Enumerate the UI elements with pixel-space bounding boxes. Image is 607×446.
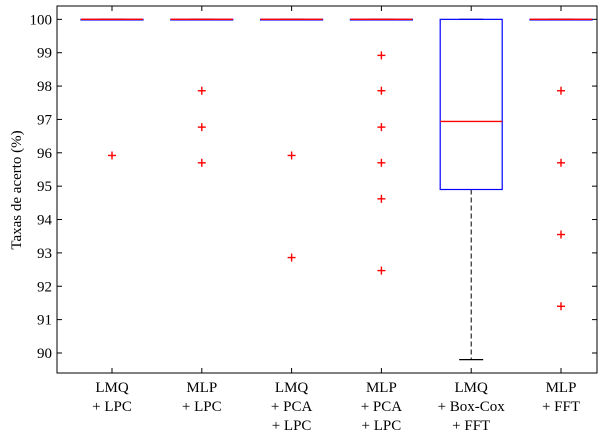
outlier-point [287,253,296,262]
category-label: LMQ [95,380,129,396]
x-axis [111,6,562,373]
outlier-point [197,86,206,95]
outlier-point [557,158,565,167]
outlier-point [377,86,386,95]
category-label: MLP [186,380,217,396]
y-tick-label: 91 [37,313,52,329]
category-label: LMQ [275,380,309,396]
box-group [349,18,413,275]
outlier-point [197,123,206,132]
category-label: + Box-Cox [438,399,506,415]
outlier-point [557,230,565,239]
category-label: MLP [366,380,397,396]
box-series [80,18,593,361]
outlier-point [377,266,386,275]
y-tick-label: 95 [37,179,52,195]
y-tick-label: 94 [37,213,53,229]
box-group [260,18,324,262]
y-tick-label: 97 [37,112,53,128]
y-tick-label: 100 [30,12,53,28]
y-tick-label: 98 [37,79,52,95]
outlier-point [108,151,116,160]
outlier-point [197,158,206,167]
y-tick-label: 90 [37,346,52,362]
box-group [529,18,593,311]
category-label: MLP [546,380,577,396]
outlier-point [377,194,386,203]
y-tick-label: 93 [37,246,52,262]
outlier-point [377,158,386,167]
category-label: LMQ [455,380,489,396]
category-label: + LPC [272,418,312,434]
box [439,18,503,191]
outlier-point [557,86,565,95]
category-label: + FFT [452,418,490,434]
plot-area [56,5,598,374]
box-group [170,18,234,167]
outlier-point [377,123,386,132]
category-label: + LPC [182,399,222,415]
category-label: + PCA [271,399,313,415]
category-label: + PCA [361,399,403,415]
y-tick-label: 99 [37,46,52,62]
outlier-point [557,302,565,311]
outlier-point [287,151,296,160]
y-axis-label: Taxas de acerto (%) [9,130,25,249]
outlier-point [377,51,386,60]
y-tick-label: 96 [37,146,53,162]
y-axis: 90 91 92 93 94 95 96 97 98 99 100 [30,12,597,362]
y-tick-label: 92 [37,279,52,295]
box-group [80,18,144,160]
box-group [439,18,503,361]
category-label: + LPC [92,399,132,415]
category-labels: LMQ + LPC MLP + LPC LMQ + PCA + LPC MLP + PCA + L… [92,380,580,434]
category-label: + FFT [542,399,580,415]
category-label: + LPC [362,418,402,434]
